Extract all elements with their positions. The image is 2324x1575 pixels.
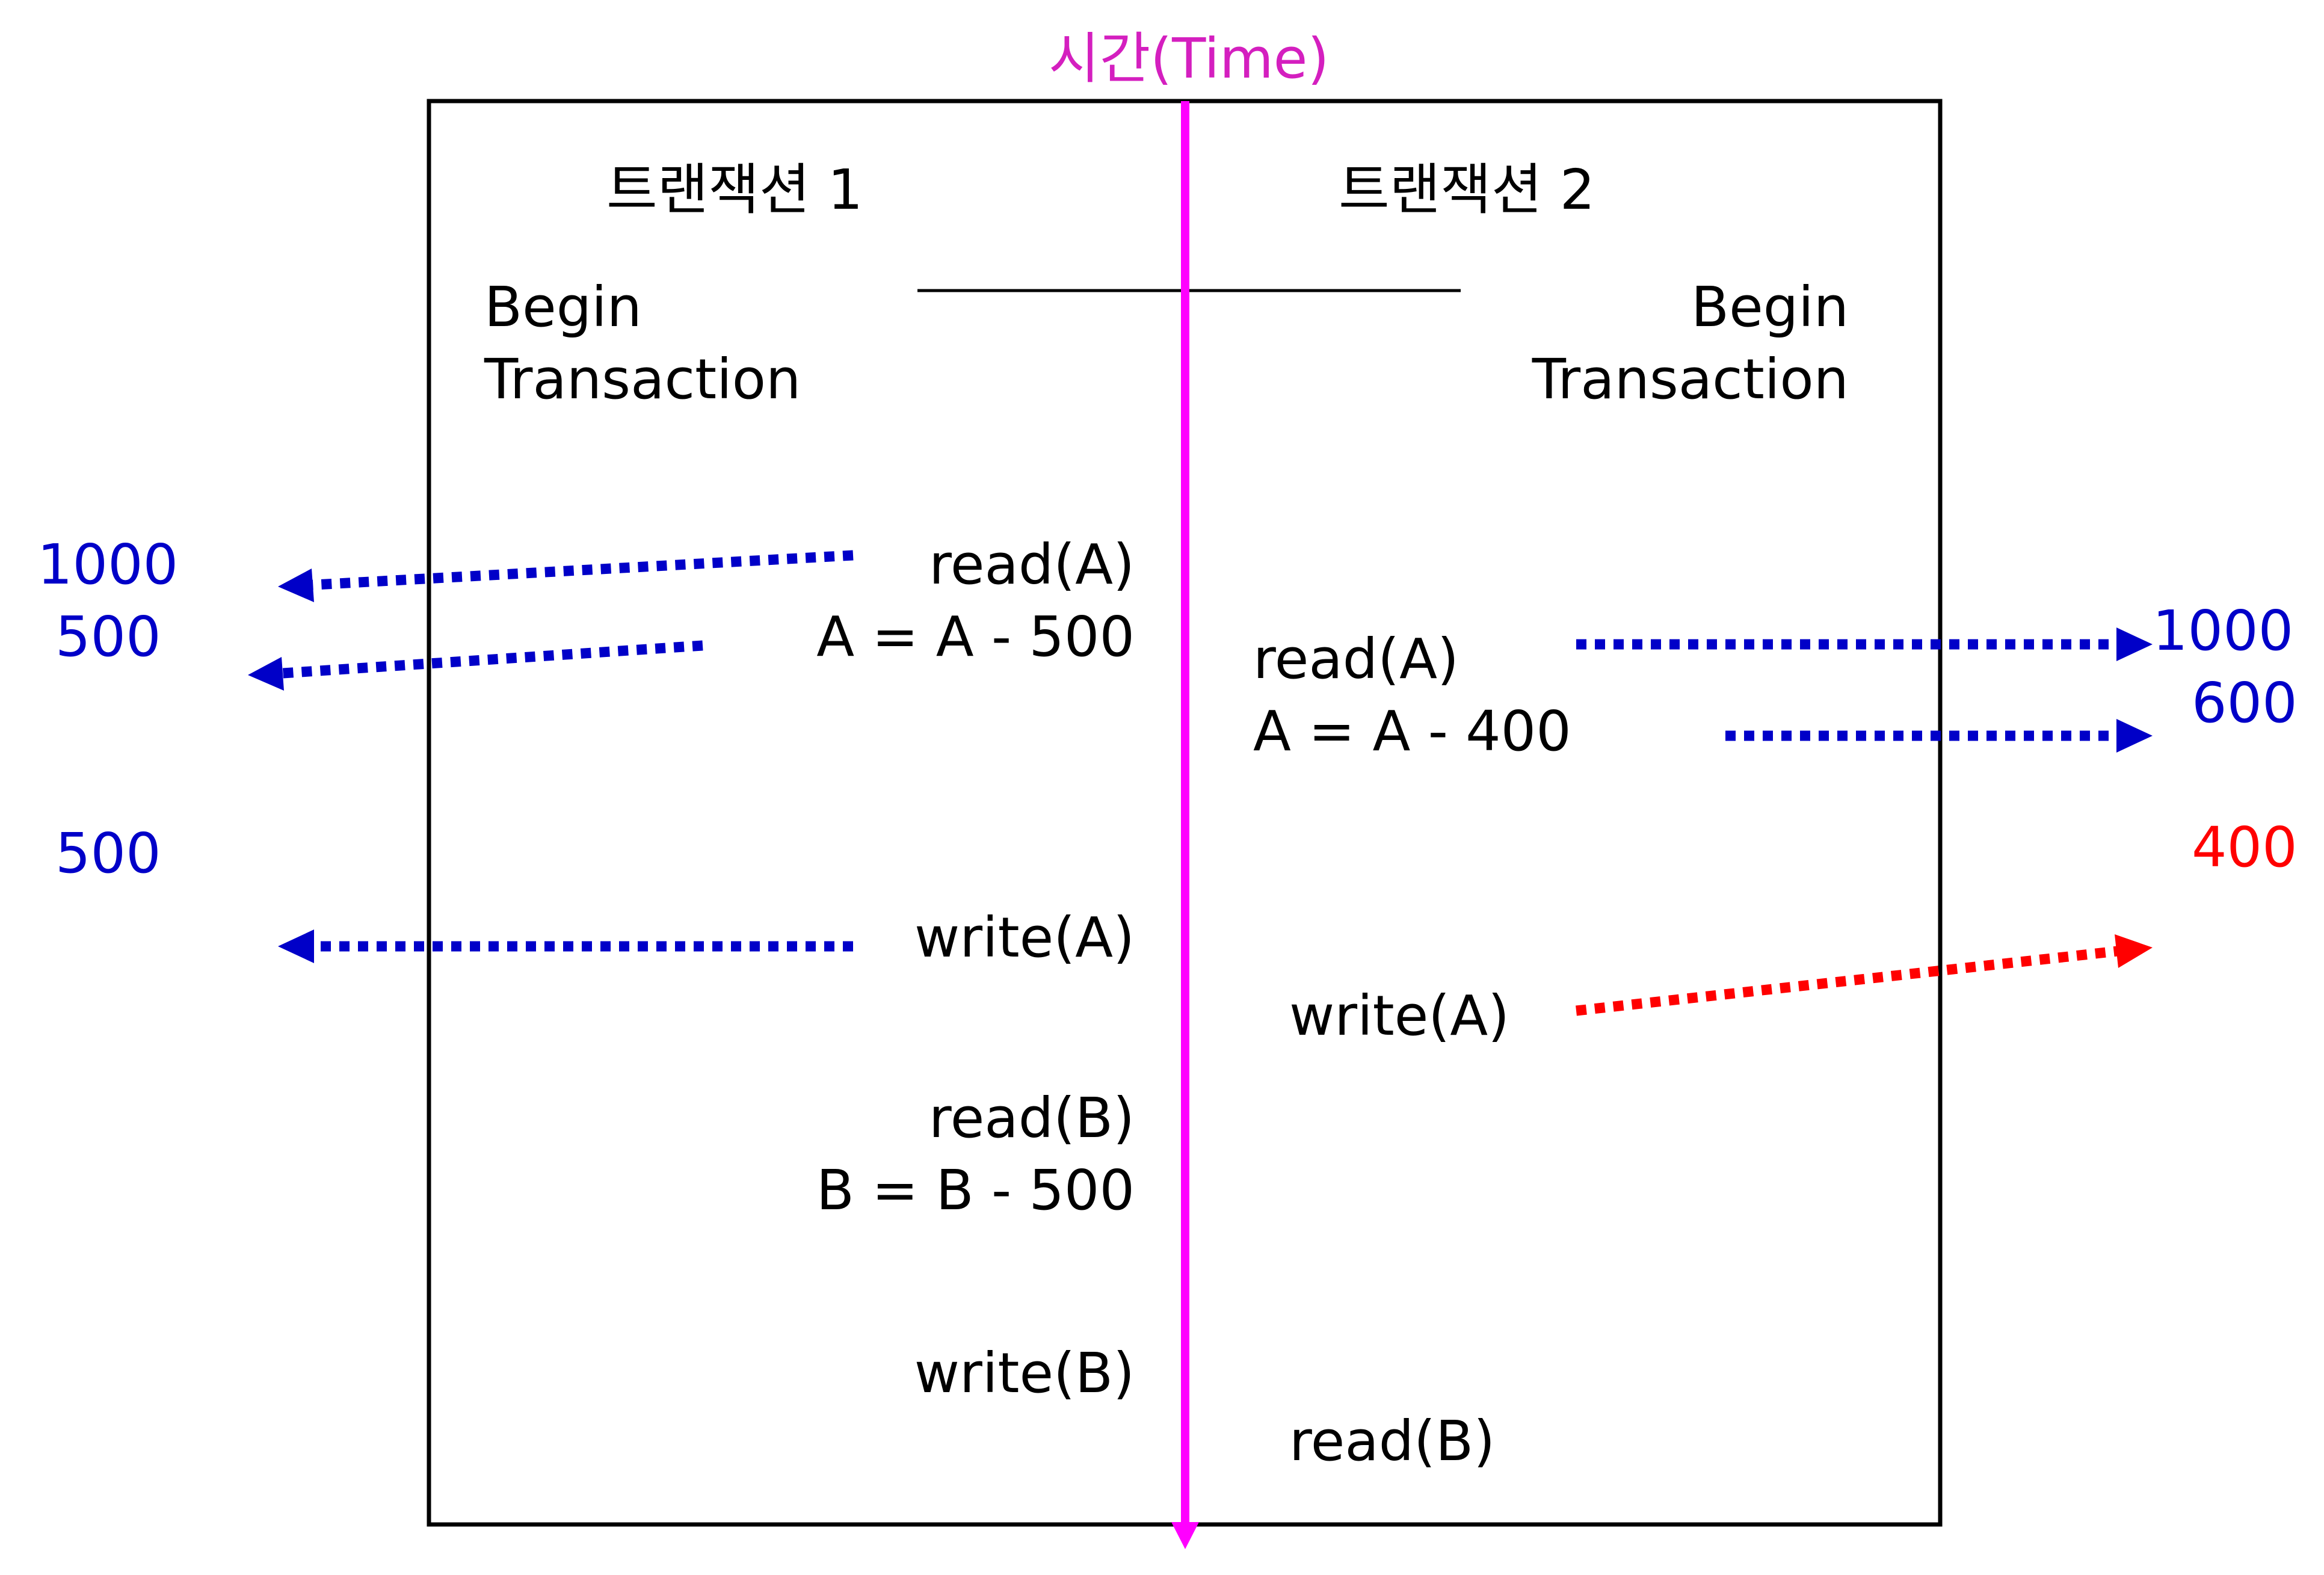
t2-step-read-a: read(A) bbox=[1253, 627, 1459, 691]
t1-step-write-a: write(A) bbox=[914, 905, 1135, 970]
left-value-read-a: 1000 bbox=[37, 532, 179, 597]
t2-step-compute-a: A = A - 400 bbox=[1253, 699, 1571, 763]
transaction2-title: 트랜잭션 2 bbox=[1339, 158, 1595, 222]
t2-step-read-b: read(B) bbox=[1289, 1409, 1496, 1473]
t1-step-read-a: read(A) bbox=[929, 532, 1135, 597]
transaction2-begin-line1: Begin bbox=[1691, 275, 1849, 339]
t1-step-compute-a: A = A - 500 bbox=[816, 605, 1135, 669]
transaction2-begin-line2: Transaction bbox=[1532, 347, 1849, 411]
transaction1-title: 트랜잭션 1 bbox=[606, 158, 863, 222]
arrow-t1-compute-a bbox=[248, 640, 703, 691]
transaction1-begin-line2: Transaction bbox=[484, 347, 801, 411]
t1-step-write-b: write(B) bbox=[914, 1341, 1135, 1405]
arrow-t2-write-a bbox=[1576, 934, 2153, 1016]
right-value-read-a: 1000 bbox=[2153, 599, 2294, 663]
left-value-compute-a: 500 bbox=[55, 605, 161, 669]
arrow-t1-write-a bbox=[278, 929, 853, 963]
transaction1-begin-line1: Begin bbox=[484, 275, 642, 339]
t1-step-compute-b: B = B - 500 bbox=[816, 1158, 1135, 1222]
left-value-write-a: 500 bbox=[55, 821, 161, 886]
arrow-t2-compute-a bbox=[1725, 719, 2153, 753]
arrow-t2-read-a bbox=[1576, 627, 2153, 661]
time-axis-label: 시간(Time) bbox=[1049, 26, 1330, 91]
t2-step-write-a: write(A) bbox=[1289, 984, 1510, 1048]
t1-step-read-b: read(B) bbox=[928, 1086, 1135, 1150]
timeline-arrowhead bbox=[1171, 1522, 1199, 1549]
arrow-t1-read-a bbox=[278, 550, 854, 602]
right-value-compute-a: 600 bbox=[2192, 671, 2298, 735]
right-value-write-a: 400 bbox=[2192, 815, 2298, 880]
